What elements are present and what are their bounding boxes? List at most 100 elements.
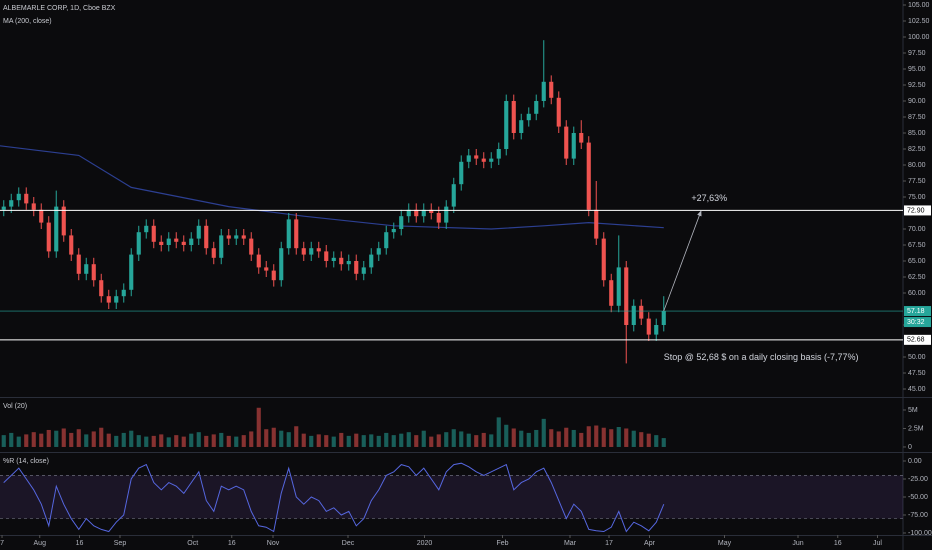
- volume-bar: [376, 435, 381, 447]
- candle-body: [226, 235, 231, 239]
- candle-body: [294, 219, 299, 249]
- x-tick-label: Sep: [114, 540, 127, 547]
- candle-body: [406, 209, 411, 217]
- y-tick-label: 102.50: [908, 18, 930, 25]
- volume-bar: [301, 433, 306, 447]
- volume-bar: [264, 429, 269, 447]
- volume-bar: [84, 434, 89, 447]
- candle-body: [466, 155, 471, 162]
- volume-bar: [361, 435, 366, 447]
- candle-body: [481, 158, 486, 162]
- candle-body: [631, 305, 636, 325]
- x-tick-label: Feb: [496, 540, 508, 547]
- candle-body: [601, 238, 606, 281]
- volume-bar: [414, 435, 419, 447]
- candle-body: [144, 225, 149, 233]
- volume-bar: [436, 434, 441, 447]
- target-arrow: [663, 210, 702, 312]
- candle-body: [271, 270, 276, 281]
- volume-bar: [256, 407, 261, 447]
- volume-bar: [9, 432, 14, 447]
- candle-body: [204, 225, 209, 249]
- annotation: +27,63%: [691, 193, 727, 203]
- candle-body: [564, 126, 569, 159]
- y-tick-label: 2.5M: [908, 425, 924, 432]
- candle-body: [526, 113, 531, 121]
- candle-body: [189, 238, 194, 245]
- countdown-label: 30:32: [907, 319, 925, 326]
- y-tick-label: 5M: [908, 407, 918, 414]
- volume-bar: [1, 435, 6, 447]
- volume-bar: [106, 433, 111, 447]
- candle-body: [151, 225, 156, 242]
- candle-body: [196, 225, 201, 239]
- x-tick-label: 7: [0, 540, 4, 547]
- candle-body: [91, 264, 96, 281]
- candle-body: [346, 260, 351, 265]
- volume-bar: [226, 435, 231, 447]
- x-tick-label: Jul: [873, 540, 882, 547]
- candle-body: [496, 148, 501, 159]
- candle-body: [646, 318, 651, 335]
- volume-bar: [384, 432, 389, 447]
- volume-bar: [219, 432, 224, 447]
- candle-body: [489, 158, 494, 162]
- volume-bar: [444, 432, 449, 447]
- x-tick-label: Apr: [644, 540, 656, 547]
- candle-body: [241, 235, 246, 239]
- volume-bar: [339, 432, 344, 447]
- volume-bar: [39, 433, 44, 447]
- volume-bar: [286, 432, 291, 447]
- candle-body: [174, 238, 179, 242]
- y-tick-label: 0: [908, 444, 912, 451]
- volume-bar: [76, 429, 81, 447]
- volume-bar: [399, 433, 404, 447]
- candle-body: [459, 161, 464, 185]
- y-tick-label: 105.00: [908, 2, 930, 9]
- y-tick-label: -50.00: [908, 494, 928, 501]
- y-tick-label: 70.00: [908, 226, 926, 233]
- volume-bar: [474, 435, 479, 447]
- volume-bar: [406, 432, 411, 447]
- candle-body: [556, 97, 561, 127]
- y-tick-label: 100.00: [908, 34, 930, 41]
- volume-bar: [489, 434, 494, 447]
- candle-body: [624, 267, 629, 325]
- x-tick-label: Jun: [792, 540, 803, 547]
- volume-bar: [354, 433, 359, 447]
- y-tick-label: 77.50: [908, 178, 926, 185]
- volume-bar: [189, 433, 194, 447]
- level-label: 52.68: [907, 337, 925, 344]
- ma-line: [0, 145, 664, 230]
- volume-bar: [196, 432, 201, 447]
- volume-bar: [631, 430, 636, 447]
- y-tick-label: 45.00: [908, 386, 926, 393]
- y-tick-label: 97.50: [908, 50, 926, 57]
- williams-line: [3, 462, 665, 533]
- volume-bar: [579, 432, 584, 447]
- volume-bar: [504, 424, 509, 447]
- candle-body: [286, 219, 291, 249]
- volume-bar: [204, 435, 209, 447]
- candle-body: [354, 260, 359, 274]
- volume-bar: [114, 435, 119, 447]
- candle-body: [279, 248, 284, 281]
- volume-bar: [121, 432, 126, 447]
- x-tick-label: May: [718, 540, 732, 547]
- y-tick-label: 87.50: [908, 114, 926, 121]
- volume-bar: [609, 429, 614, 447]
- volume-bar: [654, 435, 659, 447]
- candle-body: [24, 193, 29, 204]
- volume-bar: [129, 430, 134, 447]
- candle-body: [586, 142, 591, 210]
- candle-body: [429, 209, 434, 213]
- candle-body: [549, 81, 554, 98]
- candle-body: [639, 305, 644, 319]
- williams-band: [0, 475, 903, 519]
- y-tick-label: -25.00: [908, 476, 928, 483]
- candle-body: [166, 238, 171, 245]
- volume-bar: [144, 436, 149, 447]
